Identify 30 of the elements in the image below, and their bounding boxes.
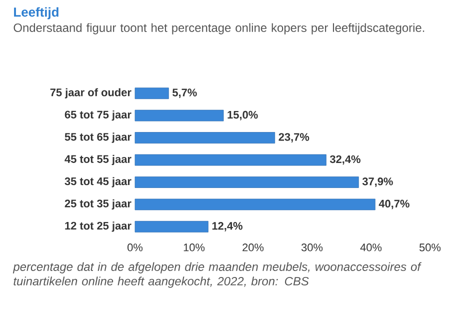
bar xyxy=(134,110,224,122)
bar xyxy=(134,154,326,166)
data-label: 32,4% xyxy=(330,155,360,165)
chart-title: Leeftijd xyxy=(14,7,58,20)
y-tick-label: 35 tot 45 jaar xyxy=(64,177,132,188)
y-tick-label: 75 jaar of ouder xyxy=(50,88,132,98)
x-tick-label: 0% xyxy=(128,244,143,252)
data-label: 23,7% xyxy=(278,133,310,142)
y-tick-label: 65 tot 75 jaar xyxy=(64,110,132,121)
data-label: 12,4% xyxy=(212,222,242,232)
bar xyxy=(134,220,208,232)
bar xyxy=(134,176,359,188)
bar xyxy=(134,132,276,144)
x-tick-label: 50% xyxy=(419,244,441,252)
chart-subtitle: Onderstaand figuur toont het percentage online kopers per leeftijdscategorie. xyxy=(14,23,424,34)
data-label: 5,7% xyxy=(172,88,197,98)
y-tick-label: 55 tot 65 jaar xyxy=(64,132,132,143)
x-tick-label: 10% xyxy=(184,244,205,252)
data-label: 37,9% xyxy=(362,178,393,187)
data-label: 40,7% xyxy=(378,200,410,210)
bar xyxy=(134,198,376,210)
text: percentage dat in de afgelopen drie maanden meubels, woonaccessoires of tuinartikelen online heeft aangekocht, 2022, bron: CBS xyxy=(12,262,422,288)
bar xyxy=(134,88,169,100)
x-tick-label: 40% xyxy=(360,244,382,252)
y-tick-label: 12 tot 25 jaar xyxy=(65,222,132,232)
data-label: 15,0% xyxy=(228,110,258,120)
y-tick-label: 45 tot 55 jaar xyxy=(64,154,132,166)
x-tick-label: 20% xyxy=(242,244,264,252)
x-tick-label: 30% xyxy=(301,244,323,252)
y-tick-label: 25 tot 35 jaar xyxy=(64,199,132,210)
